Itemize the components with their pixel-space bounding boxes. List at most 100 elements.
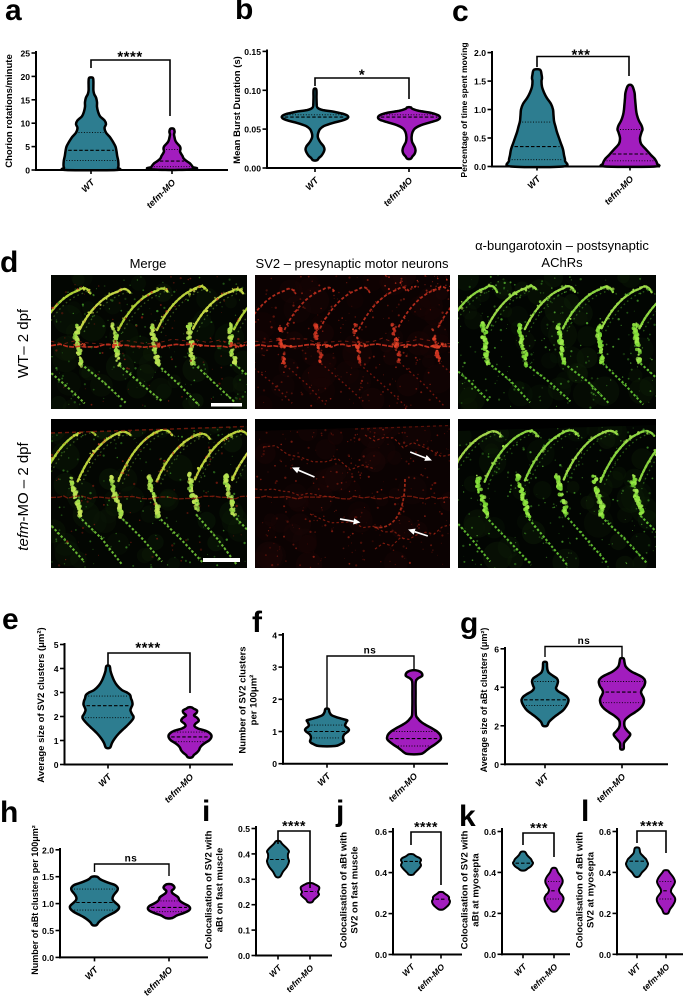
svg-text:3: 3 xyxy=(54,688,59,698)
svg-text:0.4: 0.4 xyxy=(238,849,250,859)
svg-text:b: b xyxy=(235,0,253,26)
svg-text:Colocalisation of aBt with: Colocalisation of aBt with xyxy=(339,832,350,948)
svg-text:2: 2 xyxy=(54,712,59,722)
svg-text:a: a xyxy=(5,0,22,27)
svg-text:Colocalisation of aBt with: Colocalisation of aBt with xyxy=(575,832,586,948)
svg-text:AChRs: AChRs xyxy=(541,255,583,270)
svg-text:0: 0 xyxy=(494,760,499,770)
svg-text:0.2: 0.2 xyxy=(238,900,250,910)
svg-text:WT: WT xyxy=(400,961,417,978)
svg-text:SV2 on fast muscle: SV2 on fast muscle xyxy=(350,846,361,933)
svg-text:1: 1 xyxy=(54,736,59,746)
svg-text:WT: WT xyxy=(315,770,333,788)
svg-text:0.00: 0.00 xyxy=(244,164,261,174)
svg-text:Average size of aBt clusters (: Average size of aBt clusters (μm²) xyxy=(479,628,489,773)
svg-text:0: 0 xyxy=(25,166,30,176)
svg-text:3: 3 xyxy=(272,663,277,673)
svg-text:0: 0 xyxy=(54,760,59,770)
svg-text:****: **** xyxy=(282,818,306,834)
svg-text:0.0: 0.0 xyxy=(375,950,387,960)
svg-text:0.0: 0.0 xyxy=(474,162,486,172)
svg-text:tefm-MO: tefm-MO xyxy=(387,771,420,804)
svg-text:l: l xyxy=(581,795,589,828)
svg-text:2: 2 xyxy=(494,721,499,731)
svg-text:Chorion rotations/minute: Chorion rotations/minute xyxy=(4,54,15,167)
svg-text:tefm-MO: tefm-MO xyxy=(415,962,447,994)
svg-text:WT– 2 dpf: WT– 2 dpf xyxy=(15,308,32,378)
svg-text:j: j xyxy=(335,795,344,828)
svg-text:0.6: 0.6 xyxy=(599,827,611,837)
svg-text:tefm-MO: tefm-MO xyxy=(382,175,415,208)
svg-text:0.1: 0.1 xyxy=(238,926,250,936)
svg-text:4: 4 xyxy=(494,683,499,693)
svg-text:Number of aBt clusters per 100: Number of aBt clusters per 100μm² xyxy=(30,825,40,975)
svg-text:*: * xyxy=(359,67,365,84)
svg-text:h: h xyxy=(0,796,18,829)
svg-text:0.4: 0.4 xyxy=(484,868,496,878)
svg-text:per 100μm²: per 100μm² xyxy=(249,675,260,726)
svg-text:0.2: 0.2 xyxy=(375,909,387,919)
svg-text:Average size of SV2 clusters (: Average size of SV2 clusters (μm²) xyxy=(36,627,47,782)
svg-text:5: 5 xyxy=(25,142,30,152)
svg-text:Colocalisation of SV2 with: Colocalisation of SV2 with xyxy=(204,830,215,949)
svg-text:α-bungarotoxin – postsynaptic: α-bungarotoxin – postsynaptic xyxy=(475,238,649,253)
svg-text:ns: ns xyxy=(125,854,138,865)
svg-text:0.0: 0.0 xyxy=(238,951,250,961)
svg-text:tefm-MO: tefm-MO xyxy=(142,965,175,997)
svg-text:0.6: 0.6 xyxy=(484,827,496,837)
svg-text:1.0: 1.0 xyxy=(42,899,54,909)
svg-text:0.4: 0.4 xyxy=(375,868,387,878)
svg-text:0.5: 0.5 xyxy=(474,134,486,144)
svg-text:5: 5 xyxy=(54,640,59,650)
svg-text:***: *** xyxy=(530,820,548,836)
svg-text:0.0: 0.0 xyxy=(599,950,611,960)
svg-text:d: d xyxy=(0,246,18,279)
svg-text:tefm-MO: tefm-MO xyxy=(595,772,628,805)
svg-text:****: **** xyxy=(414,819,438,835)
svg-text:WT: WT xyxy=(303,174,321,192)
svg-text:1.5: 1.5 xyxy=(474,77,486,87)
svg-text:20: 20 xyxy=(20,72,30,82)
svg-text:tefm-MO: tefm-MO xyxy=(284,963,316,995)
svg-text:0.4: 0.4 xyxy=(599,868,611,878)
svg-text:Percentage of time spent movin: Percentage of time spent moving xyxy=(459,42,469,177)
svg-text:Merge: Merge xyxy=(130,256,167,271)
svg-text:****: **** xyxy=(117,49,142,66)
svg-text:0.10: 0.10 xyxy=(244,86,261,96)
svg-text:Number of SV2 clusters: Number of SV2 clusters xyxy=(238,646,249,753)
svg-text:k: k xyxy=(459,800,476,833)
svg-text:****: **** xyxy=(640,818,664,834)
svg-text:***: *** xyxy=(571,47,590,64)
svg-text:0.15: 0.15 xyxy=(244,47,261,57)
svg-text:WT: WT xyxy=(83,964,101,982)
svg-text:aBt at myosepta: aBt at myosepta xyxy=(471,853,482,927)
svg-text:0.0: 0.0 xyxy=(42,953,54,963)
svg-text:tefm-MO: tefm-MO xyxy=(163,772,196,805)
svg-text:0.0: 0.0 xyxy=(484,950,496,960)
svg-text:2.0: 2.0 xyxy=(42,845,54,855)
svg-text:6: 6 xyxy=(494,644,499,654)
svg-text:WT: WT xyxy=(626,961,643,978)
svg-text:g: g xyxy=(460,607,478,640)
svg-text:0.2: 0.2 xyxy=(599,909,611,919)
svg-text:tefm-MO: tefm-MO xyxy=(528,961,560,993)
svg-text:2.0: 2.0 xyxy=(474,48,486,58)
svg-text:Mean Burst Duration (s): Mean Burst Duration (s) xyxy=(232,56,243,164)
svg-text:WT: WT xyxy=(79,176,97,194)
svg-text:WT: WT xyxy=(512,961,529,978)
svg-text:0.2: 0.2 xyxy=(484,909,496,919)
svg-text:ns: ns xyxy=(578,636,591,647)
svg-text:1: 1 xyxy=(272,727,277,737)
svg-text:f: f xyxy=(252,606,263,639)
svg-text:SV2 – presynaptic motor neuron: SV2 – presynaptic motor neurons xyxy=(256,256,449,271)
svg-text:1.5: 1.5 xyxy=(42,872,54,882)
svg-text:tefm-MO – 2 dpf: tefm-MO – 2 dpf xyxy=(15,441,32,550)
svg-text:1.0: 1.0 xyxy=(474,105,486,115)
svg-text:10: 10 xyxy=(20,119,30,129)
svg-text:25: 25 xyxy=(20,49,30,59)
svg-text:WT: WT xyxy=(267,962,284,979)
svg-text:i: i xyxy=(202,795,210,828)
svg-text:2: 2 xyxy=(272,695,277,705)
svg-text:c: c xyxy=(452,0,469,28)
svg-text:15: 15 xyxy=(20,95,30,105)
